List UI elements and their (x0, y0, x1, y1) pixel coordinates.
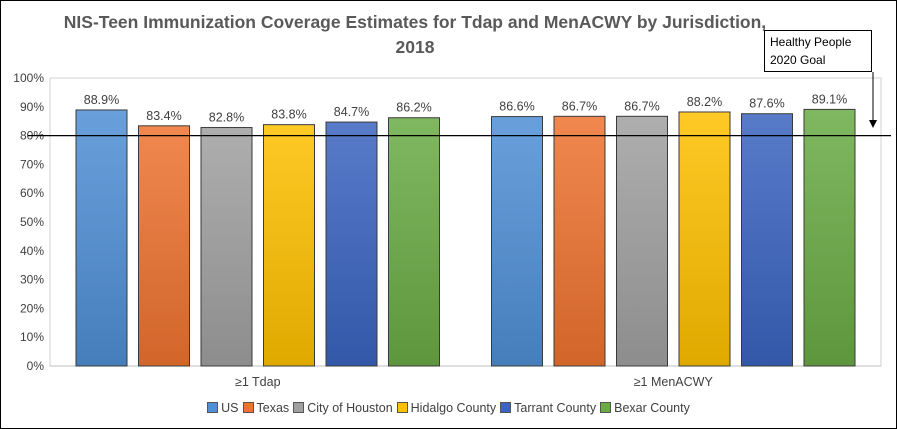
x-tick-label: ≥1 MenACWY (634, 375, 714, 389)
bar (616, 115, 668, 367)
data-label: 87.6% (749, 97, 784, 111)
y-tick-label: 90% (20, 100, 44, 114)
legend-swatch (396, 402, 408, 413)
legend-label: Hidalgo County (410, 401, 497, 415)
legend-swatch (500, 402, 512, 413)
legend-item: City of Houston (293, 401, 393, 415)
bar (200, 127, 253, 367)
data-label: 86.7% (624, 99, 659, 113)
bar (388, 117, 440, 367)
legend-item: Bexar County (600, 401, 690, 415)
bar (138, 125, 190, 367)
goal-arrow-head (869, 120, 877, 128)
y-tick-label: 40% (20, 244, 44, 258)
legend-label: US (221, 401, 239, 415)
legend-item: US (207, 401, 239, 415)
legend-swatch (242, 402, 254, 413)
y-tick-label: 50% (20, 215, 44, 229)
goal-annotation: Healthy People 2020 Goal (764, 30, 872, 72)
data-label: 86.2% (396, 101, 431, 115)
bar (678, 111, 731, 367)
x-tick-label: ≥1 Tdap (235, 375, 281, 389)
y-tick-label: 100% (13, 71, 44, 85)
legend: US Texas City of Houston Hidalgo County Tarr… (0, 401, 897, 415)
legend-label: Bexar County (614, 401, 690, 415)
y-tick-label: 10% (20, 330, 44, 344)
legend-swatch (600, 402, 612, 413)
bar (741, 113, 793, 367)
legend-item: Texas (242, 401, 290, 415)
bar (491, 116, 543, 367)
legend-swatch (293, 402, 305, 413)
y-tick-label: 0% (27, 359, 45, 373)
bar (263, 124, 315, 367)
data-label: 84.7% (334, 105, 369, 119)
y-tick-label: 30% (20, 273, 44, 287)
data-label: 88.2% (687, 95, 722, 109)
legend-item: Tarrant County (500, 401, 596, 415)
data-label: 86.6% (499, 100, 534, 114)
bar (75, 109, 128, 367)
data-label: 86.7% (562, 99, 597, 113)
y-tick-label: 20% (20, 301, 44, 315)
legend-label: Tarrant County (514, 401, 597, 415)
goal-annotation-label: Healthy People 2020 Goal (770, 35, 852, 67)
bar (553, 115, 606, 367)
legend-item: Hidalgo County (396, 401, 497, 415)
legend-label: City of Houston (307, 401, 393, 415)
data-label: 82.8% (209, 111, 244, 125)
data-label: 83.4% (146, 109, 181, 123)
data-label: 89.1% (812, 92, 847, 106)
bar (325, 121, 378, 367)
bar (803, 108, 856, 367)
data-label: 83.8% (271, 108, 306, 122)
data-label: 88.9% (84, 93, 119, 107)
chart-title: NIS-Teen Immunization Coverage Estimates… (63, 12, 767, 57)
legend-label: Texas (256, 401, 290, 415)
y-tick-label: 70% (20, 157, 44, 171)
legend-swatch (207, 402, 219, 413)
y-tick-label: 60% (20, 186, 44, 200)
